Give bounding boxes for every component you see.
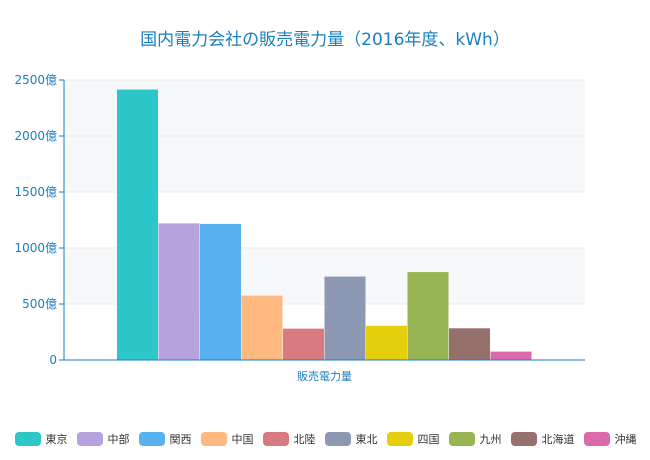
legend-item-東北[interactable]: 東北 <box>324 431 378 447</box>
legend-item-沖縄[interactable]: 沖縄 <box>583 431 637 447</box>
y-tick-label: 0 <box>49 353 57 367</box>
bar-北陸[interactable] <box>283 328 324 360</box>
bar-九州[interactable] <box>407 272 449 360</box>
bar-四国[interactable] <box>366 325 407 360</box>
legend-item-中国[interactable]: 中国 <box>200 431 254 447</box>
legend-item-北海道[interactable]: 北海道 <box>510 431 575 447</box>
y-tick-label: 500億 <box>22 297 57 311</box>
legend-label: 中国 <box>231 433 254 446</box>
y-tick-label: 2000億 <box>14 129 57 143</box>
legend-item-北陸[interactable]: 北陸 <box>262 431 316 447</box>
bar-東京[interactable] <box>117 89 158 361</box>
y-axis-ticks: 0 500億 1000億 1500億 2000億 2500億 <box>14 73 64 367</box>
chart-title: 国内電力会社の販売電力量（2016年度、kWh） <box>140 30 510 50</box>
legend-label: 関西 <box>169 433 192 446</box>
legend-label: 沖縄 <box>614 433 637 446</box>
bars-group <box>117 89 532 361</box>
legend-swatch <box>14 432 41 446</box>
bar-chart: 国内電力会社の販売電力量（2016年度、kWh） 0 500億 1000億 1500億… <box>14 30 585 383</box>
legend-label: 東北 <box>355 433 378 446</box>
legend-label: 中部 <box>107 433 130 446</box>
legend-label: 九州 <box>479 433 502 446</box>
legend-item-関西[interactable]: 関西 <box>138 431 192 447</box>
bar-東北[interactable] <box>324 276 366 360</box>
legend-label: 東京 <box>45 433 68 446</box>
legend-swatch <box>583 432 610 446</box>
bar-沖縄[interactable] <box>490 351 532 360</box>
legend-swatch <box>386 432 413 446</box>
legend: 東京 中部 関西 中国 北陸 東北 四国 九州 北海道 沖縄 <box>0 428 650 450</box>
legend-item-東京[interactable]: 東京 <box>14 431 68 447</box>
legend-swatch <box>200 432 227 446</box>
legend-item-四国[interactable]: 四国 <box>386 431 440 447</box>
x-axis-ticks: 販売電力量 <box>297 370 352 383</box>
x-category-label: 販売電力量 <box>297 370 352 383</box>
legend-swatch <box>76 432 103 446</box>
y-tick-label: 1500億 <box>14 185 57 199</box>
legend-label: 四国 <box>417 433 440 446</box>
bar-中国[interactable] <box>241 295 283 360</box>
legend-swatch <box>262 432 289 446</box>
legend-item-九州[interactable]: 九州 <box>448 431 502 447</box>
y-tick-label: 2500億 <box>14 73 57 87</box>
legend-label: 北陸 <box>293 433 316 446</box>
legend-swatch <box>324 432 351 446</box>
legend-swatch <box>448 432 475 446</box>
legend-item-中部[interactable]: 中部 <box>76 431 130 447</box>
legend-swatch <box>510 432 537 446</box>
legend-label: 北海道 <box>541 433 575 446</box>
axes <box>63 80 585 361</box>
bar-関西[interactable] <box>200 223 241 360</box>
legend-swatch <box>138 432 165 446</box>
bar-中部[interactable] <box>158 223 200 360</box>
bar-北海道[interactable] <box>449 328 490 360</box>
y-tick-label: 1000億 <box>14 241 57 255</box>
